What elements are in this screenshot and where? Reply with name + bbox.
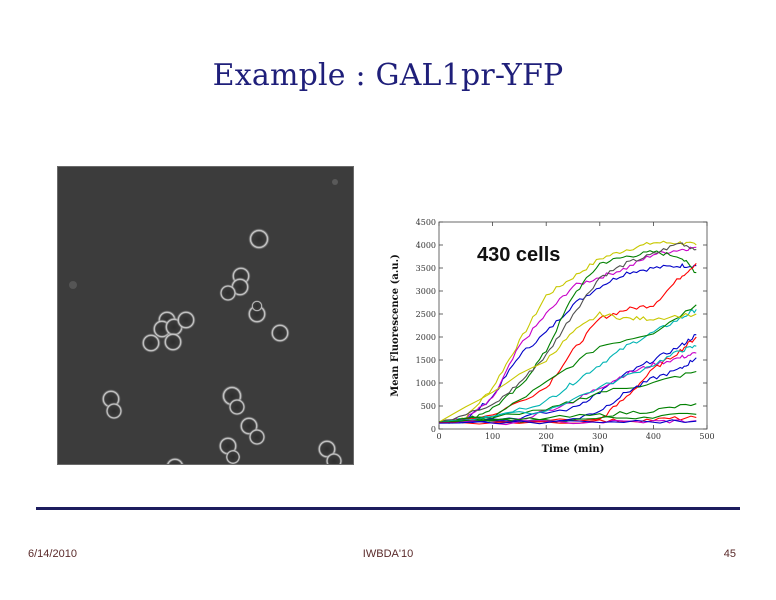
- y-tick-label: 4000: [416, 241, 436, 250]
- x-tick-label: 0: [436, 432, 441, 441]
- footer-page-number: 45: [723, 548, 736, 560]
- series-line: [438, 344, 697, 423]
- series-line: [438, 304, 697, 423]
- y-axis-label: Mean Fluorescence (a.u.): [390, 254, 401, 397]
- y-tick-label: 4500: [416, 218, 436, 227]
- slide-title: Example : GAL1pr-YFP: [212, 58, 564, 93]
- x-tick-label: 400: [646, 432, 661, 441]
- series-line: [438, 357, 697, 423]
- microscope-image: [57, 166, 354, 465]
- x-axis-label: Time (min): [542, 444, 605, 455]
- x-tick-label: 200: [539, 432, 554, 441]
- series-line: [438, 370, 697, 423]
- x-tick-label: 500: [699, 432, 714, 441]
- series-line: [438, 263, 697, 424]
- y-tick-label: 1500: [416, 356, 436, 365]
- footer-conference: IWBDA'10: [362, 548, 414, 560]
- fluorescence-chart: 0 500 1000 1500 2000 2500 3000 3500 4000 4500 0 100…: [385, 212, 720, 462]
- series-line: [438, 419, 697, 425]
- series-line: [438, 240, 697, 423]
- series-line: [438, 412, 697, 424]
- y-tick-label: 1000: [416, 379, 436, 388]
- series-line: [438, 250, 697, 424]
- footer-date: 6/14/2010: [28, 548, 77, 560]
- series-line: [438, 246, 697, 423]
- plot-frame: [438, 221, 708, 430]
- series-line: [438, 263, 697, 423]
- series-line: [438, 403, 697, 424]
- x-tick-label: 100: [485, 432, 500, 441]
- y-tick-label: 2500: [416, 310, 436, 319]
- y-tick-label: 3500: [416, 264, 436, 273]
- y-tick-label: 3000: [416, 287, 436, 296]
- series-line: [438, 311, 697, 423]
- line-chart-graphic: 0 500 1000 1500 2000 2500 3000 3500 4000 4500 0 100…: [390, 218, 715, 455]
- yeast-cells-graphic: [69, 179, 343, 464]
- series-line: [438, 242, 697, 423]
- footer-divider: [36, 507, 740, 510]
- x-tick-label: 300: [592, 432, 607, 441]
- y-tick-label: 500: [421, 402, 436, 411]
- y-tick-label: 0: [431, 425, 436, 434]
- cell-count-annotation: 430 cells: [477, 244, 560, 266]
- y-tick-label: 2000: [416, 333, 436, 342]
- series-line: [438, 309, 697, 424]
